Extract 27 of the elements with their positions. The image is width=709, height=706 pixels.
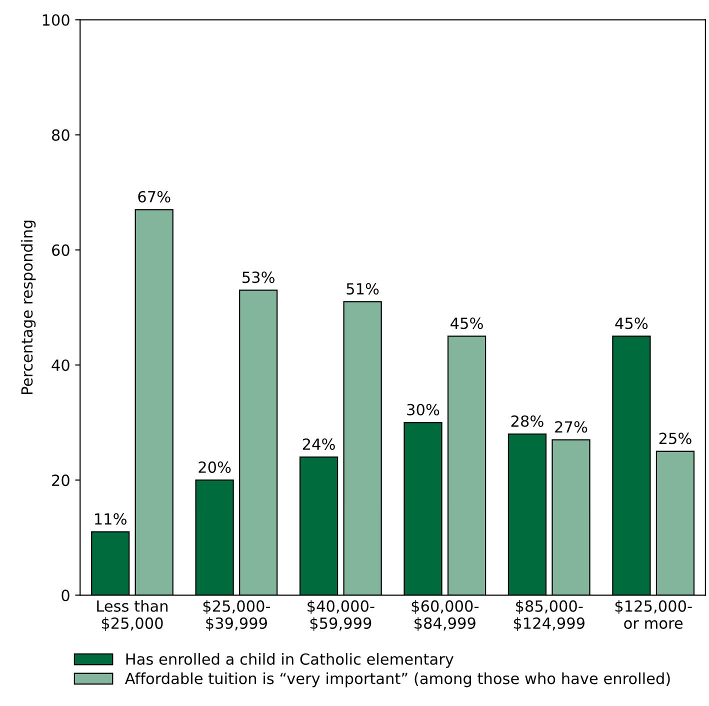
data-label: 53% bbox=[242, 272, 274, 284]
legend-label: Has enrolled a child in Catholic elementary bbox=[126, 653, 454, 668]
legend-label: Affordable tuition is “very important” (among those who have enrolled) bbox=[124, 672, 670, 688]
data-label: 11% bbox=[95, 513, 126, 525]
data-label: 51% bbox=[346, 283, 379, 295]
data-label: 28% bbox=[511, 415, 544, 427]
data-label: 20% bbox=[198, 461, 231, 473]
y-tick-label: 20 bbox=[52, 474, 70, 486]
x-tick-label: Less than $25,000 bbox=[97, 600, 168, 631]
x-tick-label: $60,000- $84,999 bbox=[412, 600, 478, 631]
y-tick-label: 100 bbox=[42, 14, 70, 26]
y-tick-label: 80 bbox=[52, 129, 70, 141]
x-tick-label: $40,000- $59,999 bbox=[308, 600, 374, 631]
x-tick-label: $85,000- $124,999 bbox=[514, 600, 584, 631]
data-label: 45% bbox=[615, 318, 648, 330]
x-tick-label: $125,000- or more bbox=[615, 600, 692, 629]
data-label: 45% bbox=[450, 318, 483, 330]
y-axis-title: Percentage responding bbox=[20, 220, 36, 394]
y-tick-label: 0 bbox=[62, 590, 70, 602]
data-label: 67% bbox=[138, 190, 170, 203]
data-label: 27% bbox=[555, 421, 588, 433]
x-tick-label: $25,000- $39,999 bbox=[203, 600, 270, 631]
y-tick-label: 60 bbox=[52, 244, 70, 256]
data-label: 24% bbox=[302, 438, 335, 450]
data-label: 30% bbox=[407, 404, 440, 416]
data-label: 25% bbox=[659, 432, 692, 444]
y-tick-label: 40 bbox=[52, 359, 70, 372]
